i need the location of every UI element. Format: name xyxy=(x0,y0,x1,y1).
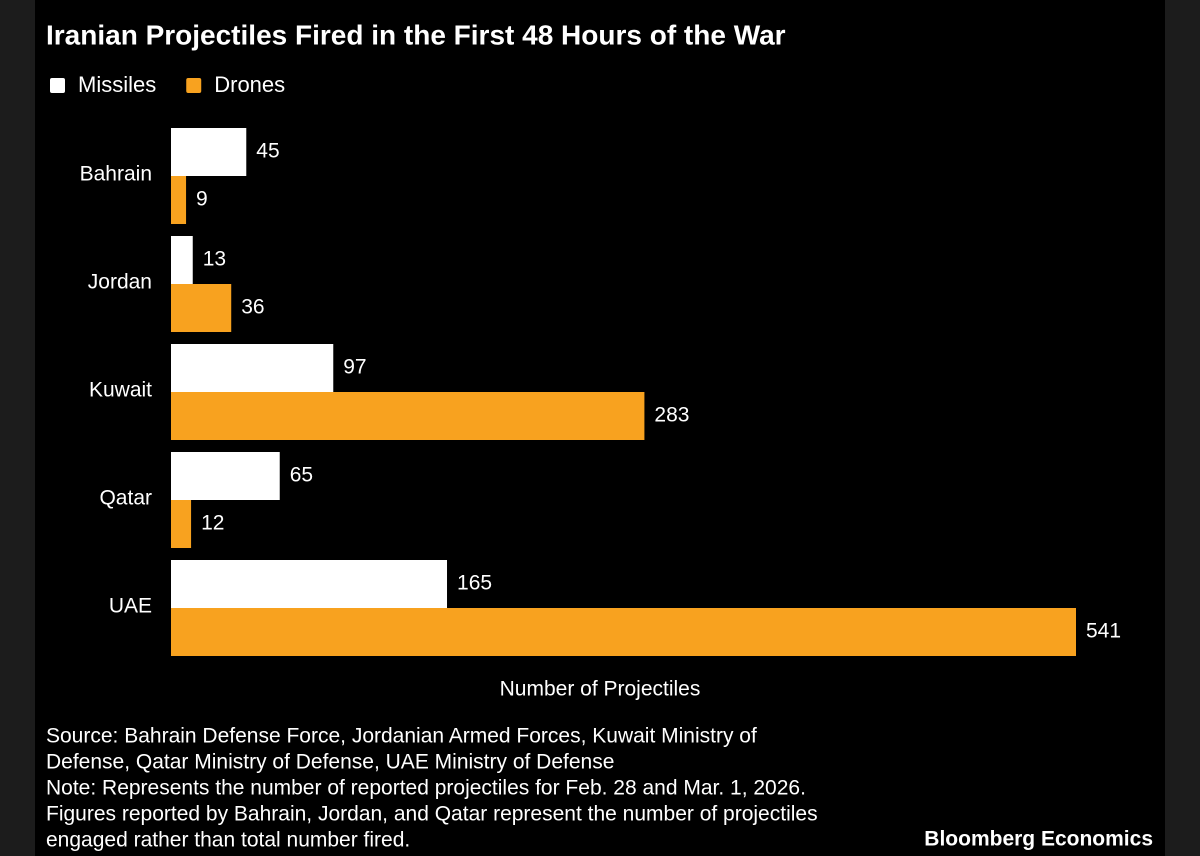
legend-swatch xyxy=(50,78,65,93)
y-tick-label: Bahrain xyxy=(80,163,152,186)
legend-label: Missiles xyxy=(78,72,156,97)
value-label: 165 xyxy=(457,572,492,595)
bar xyxy=(171,284,232,332)
x-axis-label: Number of Projectiles xyxy=(500,678,701,701)
value-label: 9 xyxy=(196,188,208,211)
value-label: 45 xyxy=(256,140,279,163)
y-tick-label: UAE xyxy=(109,595,152,618)
value-label: 283 xyxy=(654,404,689,427)
bar xyxy=(171,128,247,176)
value-label: 13 xyxy=(203,248,226,271)
value-label: 36 xyxy=(241,296,264,319)
value-label: 541 xyxy=(1086,620,1121,643)
branding: Bloomberg Economics xyxy=(924,828,1153,851)
bar xyxy=(171,608,1076,656)
value-label: 97 xyxy=(343,356,366,379)
chart-title: Iranian Projectiles Fired in the First 4… xyxy=(46,19,786,50)
bar xyxy=(171,500,192,548)
footnote: Source: Bahrain Defense Force, Jordanian… xyxy=(46,725,757,748)
bar xyxy=(171,236,193,284)
value-label: 12 xyxy=(201,512,224,535)
footnote: engaged rather than total number fired. xyxy=(46,829,410,852)
y-tick-label: Jordan xyxy=(88,271,152,294)
footnote: Note: Represents the number of reported … xyxy=(46,777,806,800)
legend-swatch xyxy=(186,78,202,93)
bar xyxy=(171,452,280,500)
bar xyxy=(171,344,334,392)
bar xyxy=(171,176,187,224)
bar xyxy=(171,392,645,440)
bar xyxy=(171,560,448,608)
y-tick-label: Qatar xyxy=(99,487,152,510)
footnote: Figures reported by Bahrain, Jordan, and… xyxy=(46,803,818,826)
value-label: 65 xyxy=(290,464,313,487)
footnote: Defense, Qatar Ministry of Defense, UAE … xyxy=(46,751,614,774)
legend-label: Drones xyxy=(214,72,285,97)
y-tick-label: Kuwait xyxy=(89,379,152,402)
